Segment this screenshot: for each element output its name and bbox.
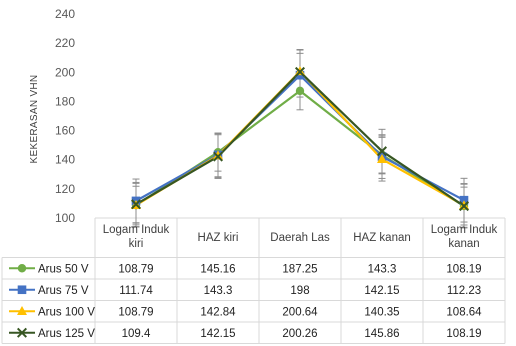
table-value: 143.3 — [368, 263, 397, 275]
x-category-label: Daerah Las — [270, 232, 330, 244]
data-point — [17, 285, 27, 295]
data-point — [16, 327, 28, 338]
y-tick-label: 220 — [55, 36, 75, 50]
y-tick-label: 200 — [55, 65, 75, 79]
data-point — [377, 154, 387, 164]
series-name: Arus 125 V — [38, 328, 95, 340]
series-name: Arus 100 V — [38, 306, 95, 318]
table-value: 142.15 — [364, 285, 399, 297]
data-point — [17, 264, 27, 273]
data-point — [212, 151, 224, 162]
y-tick-label: 240 — [55, 7, 75, 21]
data-point — [213, 150, 223, 160]
x-category-label: HAZ kanan — [353, 232, 411, 244]
table-value: 140.35 — [364, 306, 399, 318]
y-axis-label: KEKERASAN VHN — [29, 75, 40, 164]
table-value: 200.64 — [282, 306, 318, 318]
legend-key — [9, 306, 35, 316]
table-value: 108.64 — [446, 306, 482, 318]
legend-key — [9, 264, 35, 273]
data-point — [376, 146, 388, 157]
data-point — [295, 70, 305, 80]
legend-key — [9, 327, 35, 338]
table-value: 111.74 — [119, 285, 153, 297]
x-category-label: Logam Induk kiri — [103, 224, 170, 250]
series-name: Arus 50 V — [38, 263, 89, 275]
y-tick-label: 140 — [55, 153, 75, 167]
data-point — [294, 66, 306, 77]
data-table: Logam Induk kiri HAZ kiri Daerah Las HAZ kan… — [1, 218, 506, 344]
data-point — [295, 86, 305, 96]
table-value: 142.15 — [200, 328, 235, 340]
x-category-label: HAZ kiri — [198, 232, 239, 244]
series-markers — [130, 66, 470, 212]
table-value: 109.4 — [122, 328, 151, 340]
table-value: 142.84 — [200, 306, 236, 318]
y-tick-label: 180 — [55, 94, 75, 108]
data-point — [17, 306, 27, 316]
y-tick-label: 120 — [55, 182, 75, 196]
table-value: 145.16 — [200, 263, 235, 275]
y-tick-label: 160 — [55, 124, 75, 138]
table-value: 187.25 — [282, 263, 317, 275]
table-value: 143.3 — [204, 285, 233, 297]
x-category-label: Logam Induk kanan — [431, 224, 498, 250]
table-value: 108.79 — [118, 306, 153, 318]
table-value: 108.19 — [446, 328, 481, 340]
legend-key — [9, 285, 35, 295]
data-point — [130, 199, 142, 210]
table-value: 112.23 — [447, 285, 481, 297]
data-point — [458, 201, 470, 212]
axes: 100 120 140 160 180 200 220 240 — [55, 7, 505, 225]
table-value: 108.19 — [446, 263, 481, 275]
data-point — [459, 195, 469, 205]
y-tick-label: 100 — [55, 211, 75, 225]
series-name: Arus 75 V — [38, 285, 89, 297]
table-value: 200.26 — [282, 328, 317, 340]
table-value: 198 — [290, 285, 309, 297]
table-value: 145.86 — [364, 328, 399, 340]
table-value: 108.79 — [118, 263, 153, 275]
